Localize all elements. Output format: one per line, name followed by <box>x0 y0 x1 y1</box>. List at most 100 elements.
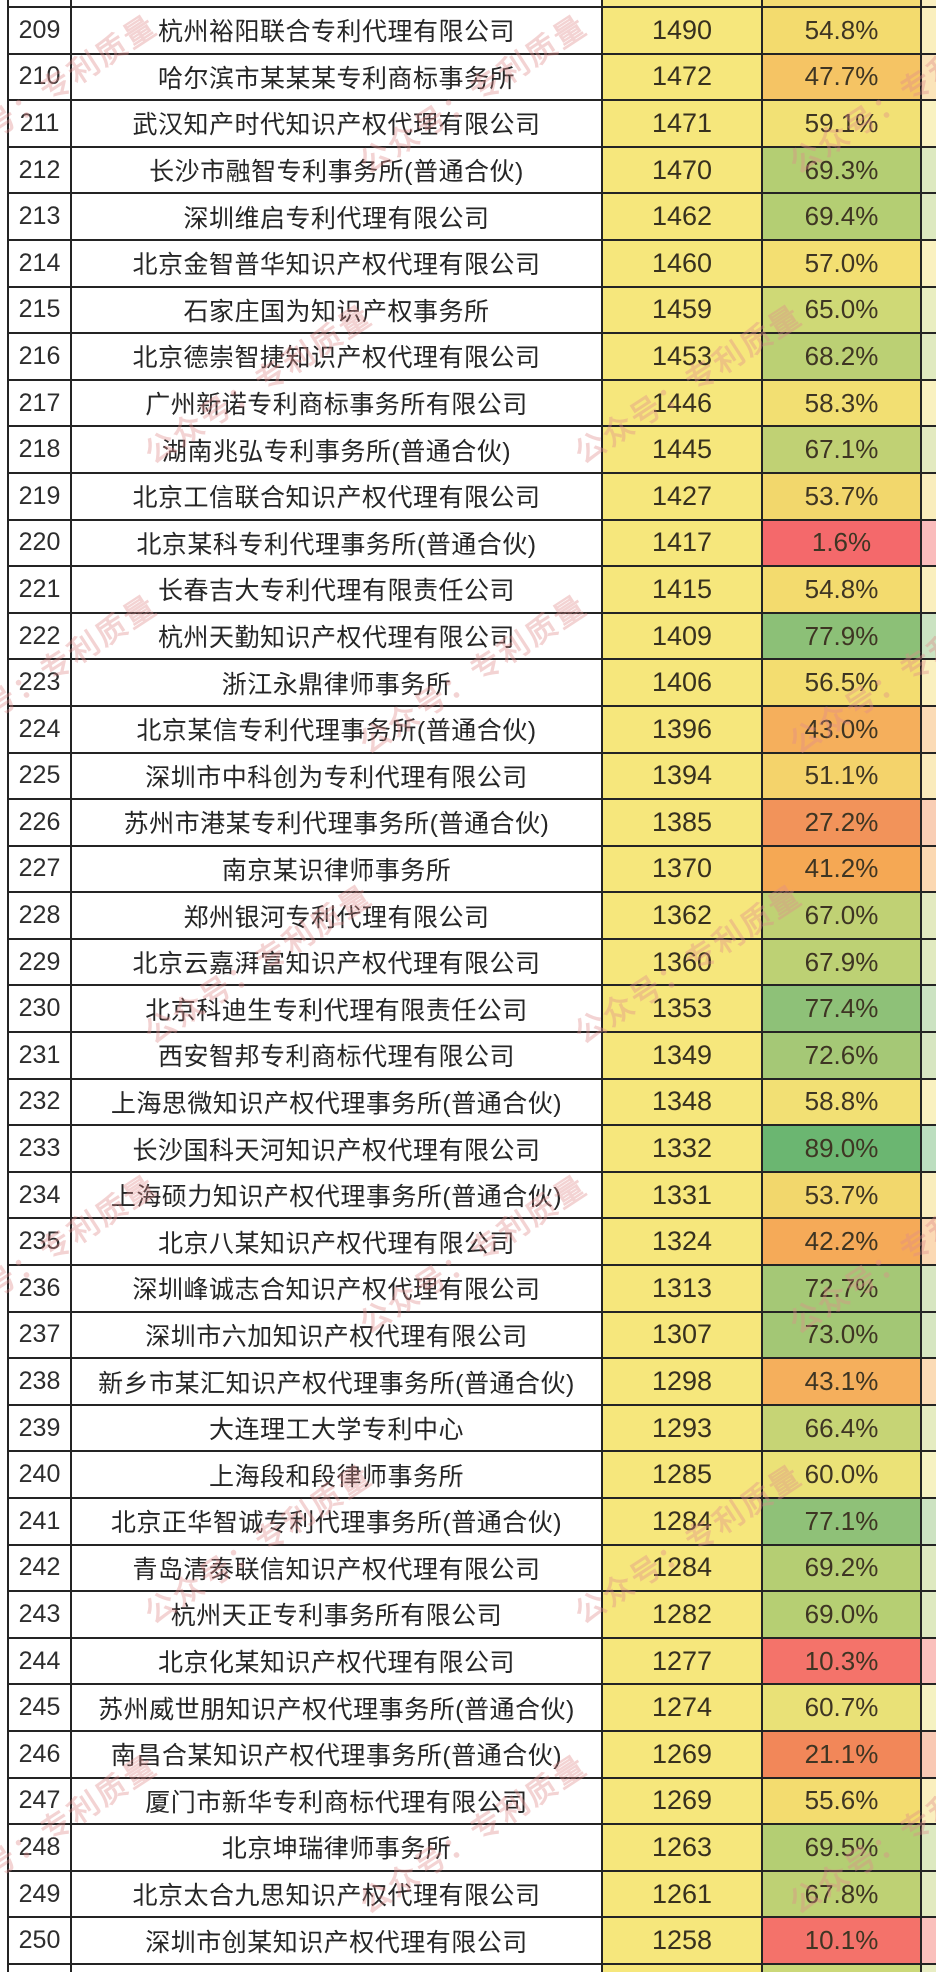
table-row: 242 青岛清泰联信知识产权代理有限公司 1284 69.2% <box>9 1545 936 1593</box>
count-cell: 1261 <box>603 1871 763 1917</box>
agency-name-cell: 北京化某知识产权代理有限公司 <box>72 1638 603 1684</box>
percent-cell: 77.4% <box>763 986 922 1032</box>
rank-cell: 223 <box>9 660 72 705</box>
rank-cell: 212 <box>9 147 72 193</box>
percent-cell: 53.7% <box>763 473 922 519</box>
percent-cell: 59.1% <box>763 101 922 146</box>
count-cell: 1459 <box>603 287 763 333</box>
cutoff-column-sliver <box>922 1079 936 1125</box>
agency-name-cell: 深圳市六加知识产权代理有限公司 <box>72 1312 603 1358</box>
percent-cell: 53.7% <box>763 1172 922 1218</box>
rank-cell: 221 <box>9 567 72 612</box>
table-row: 232 上海思微知识产权代理事务所(普通合伙) 1348 58.8% <box>9 1079 936 1127</box>
count-cell: 1274 <box>603 1685 763 1730</box>
percent-cell: 43.0% <box>763 706 922 752</box>
agency-name-cell: 厦门市新华专利商标代理有限公司 <box>72 1778 603 1824</box>
table-row: 246 南昌合某知识产权代理事务所(普通合伙) 1269 21.1% <box>9 1731 936 1779</box>
rank-cell: 233 <box>9 1126 72 1171</box>
percent-cell: 89.0% <box>763 1126 922 1171</box>
percent-cell: 69.5% <box>763 1825 922 1870</box>
rank-cell: 245 <box>9 1685 72 1730</box>
percent-cell: 67.8% <box>763 1871 922 1917</box>
agency-name-cell: 北京太合九思知识产权代理有限公司 <box>72 1871 603 1917</box>
percent-cell: 60.0% <box>763 1452 922 1497</box>
rank-cell: 239 <box>9 1405 72 1451</box>
count-cell: 1460 <box>603 240 763 286</box>
agency-name-cell: 长沙国科天河知识产权代理有限公司 <box>72 1126 603 1171</box>
cutoff-column-sliver <box>922 1545 936 1591</box>
patent-agency-ranking-table: 209 杭州裕阳联合专利代理有限公司 1490 54.8% 210 哈尔滨市某某… <box>7 0 936 1972</box>
agency-name-cell: 新乡市某汇知识产权代理事务所(普通合伙) <box>72 1359 603 1404</box>
cutoff-column-sliver <box>922 1126 936 1171</box>
rank-cell: 228 <box>9 893 72 938</box>
rank-cell: 246 <box>9 1731 72 1777</box>
percent-cell: 41.2% <box>763 846 922 892</box>
table-body: 209 杭州裕阳联合专利代理有限公司 1490 54.8% 210 哈尔滨市某某… <box>9 8 936 1965</box>
count-cell: 1409 <box>603 613 763 659</box>
rank-cell: 222 <box>9 613 72 659</box>
table-row: 241 北京正华智诚专利代理事务所(普通合伙) 1284 77.1% <box>9 1499 936 1546</box>
cutoff-column-sliver <box>922 846 936 892</box>
percent-cell: 1.6% <box>763 520 922 566</box>
cutoff-column-sliver <box>922 0 936 6</box>
count-cell: 1490 <box>603 8 763 53</box>
count-cell: 1462 <box>603 194 763 239</box>
table-row: 244 北京化某知识产权代理有限公司 1277 10.3% <box>9 1638 936 1686</box>
cutoff-column-sliver <box>922 1452 936 1497</box>
agency-name-cell: 杭州天正专利事务所有限公司 <box>72 1592 603 1637</box>
cutoff-column-sliver <box>922 287 936 333</box>
cutoff-column-sliver <box>922 613 936 659</box>
rank-cell: 232 <box>9 1079 72 1125</box>
percent-cell: 60.7% <box>763 1685 922 1730</box>
cutoff-column-sliver <box>922 1405 936 1451</box>
cutoff-column-sliver <box>922 1638 936 1684</box>
agency-name-cell: 湖南兆弘专利事务所(普通合伙) <box>72 427 603 472</box>
cutoff-column-sliver <box>922 1778 936 1824</box>
cutoff-column-sliver <box>922 427 936 472</box>
count-cell: 1332 <box>603 1126 763 1171</box>
rank-cell: 235 <box>9 1219 72 1265</box>
agency-name-cell: 武汉知产时代知识产权代理有限公司 <box>72 101 603 146</box>
table-row: 223 浙江永鼎律师事务所 1406 56.5% <box>9 660 936 707</box>
percent-cell: 72.7% <box>763 1266 922 1311</box>
table-row: 226 苏州市港某专利代理事务所(普通合伙) 1385 27.2% <box>9 800 936 847</box>
table-row: 243 杭州天正专利事务所有限公司 1282 69.0% <box>9 1592 936 1639</box>
partial-row-bottom <box>9 1964 936 1972</box>
cutoff-column-sliver <box>922 753 936 799</box>
cutoff-column-sliver <box>922 939 936 985</box>
cutoff-column-sliver <box>922 8 936 53</box>
agency-name-cell: 深圳市中科创为专利代理有限公司 <box>72 753 603 799</box>
agency-name-cell: 大连理工大学专利中心 <box>72 1405 603 1451</box>
rank-cell: 240 <box>9 1452 72 1497</box>
percent-cell: 21.1% <box>763 1731 922 1777</box>
count-cell-partial <box>603 1964 763 1972</box>
cutoff-column-sliver <box>922 101 936 146</box>
count-cell: 1362 <box>603 893 763 938</box>
count-cell: 1282 <box>603 1592 763 1637</box>
cutoff-column-sliver <box>922 1871 936 1917</box>
agency-name-cell: 长春吉大专利代理有限责任公司 <box>72 567 603 612</box>
count-cell: 1427 <box>603 473 763 519</box>
cutoff-column-sliver <box>922 194 936 239</box>
cutoff-column-sliver <box>922 1825 936 1870</box>
table-row: 230 北京科迪生专利代理有限责任公司 1353 77.4% <box>9 986 936 1034</box>
percent-cell-partial <box>763 1964 922 1972</box>
rank-cell: 217 <box>9 380 72 426</box>
percent-cell: 72.6% <box>763 1033 922 1078</box>
cutoff-column-sliver <box>922 567 936 612</box>
cutoff-column-sliver <box>922 240 936 286</box>
agency-name-cell: 浙江永鼎律师事务所 <box>72 660 603 705</box>
rank-cell: 250 <box>9 1918 72 1963</box>
rank-cell: 225 <box>9 753 72 799</box>
percent-cell: 58.3% <box>763 380 922 426</box>
count-cell: 1307 <box>603 1312 763 1358</box>
percent-cell: 73.0% <box>763 1312 922 1358</box>
agency-name-cell: 北京正华智诚专利代理事务所(普通合伙) <box>72 1499 603 1544</box>
percent-cell: 55.6% <box>763 1778 922 1824</box>
rank-cell: 234 <box>9 1172 72 1218</box>
rank-cell: 248 <box>9 1825 72 1870</box>
agency-name-cell: 北京工信联合知识产权代理有限公司 <box>72 473 603 519</box>
rank-cell: 244 <box>9 1638 72 1684</box>
rank-cell: 219 <box>9 473 72 519</box>
